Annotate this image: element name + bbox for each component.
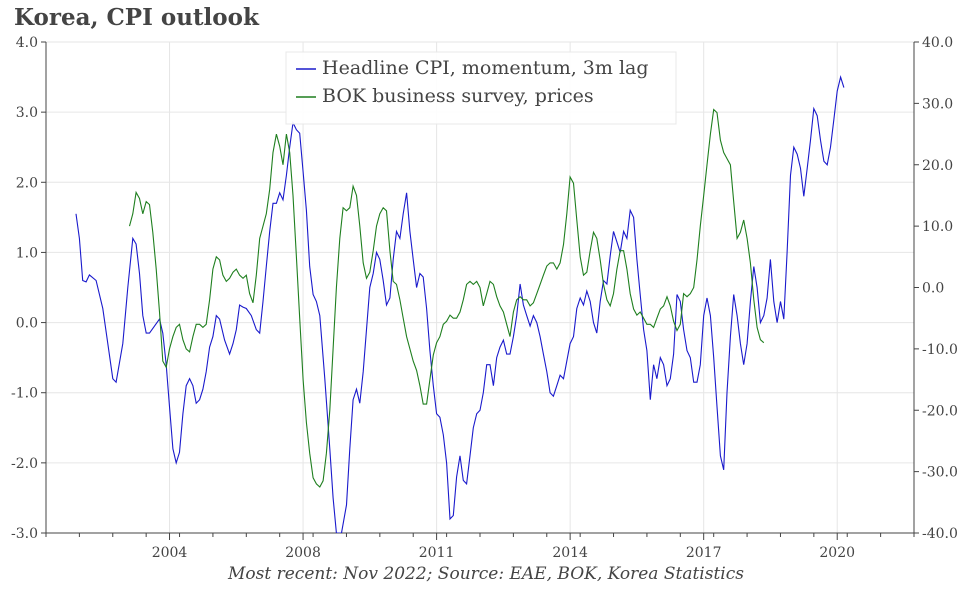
series-line-bok <box>128 108 765 488</box>
y-left-tick-label: -2.0 <box>11 456 38 472</box>
x-tick-label: 2004 <box>152 545 188 561</box>
x-tick-label: 2020 <box>819 545 855 561</box>
x-tick-label: 2011 <box>419 545 455 561</box>
grid-lines <box>46 41 914 534</box>
x-tick-label: 2014 <box>552 545 588 561</box>
y-right-tick-label: -40.0 <box>922 526 958 542</box>
y-right-tick-label: 0.0 <box>922 281 944 297</box>
y-left-tick-label: -1.0 <box>11 386 38 402</box>
legend: Headline CPI, momentum, 3m lag BOK busine… <box>285 51 677 125</box>
source-note: Most recent: Nov 2022; Source: EAE, BOK,… <box>228 564 744 584</box>
chart-title: Korea, CPI outlook <box>14 4 259 31</box>
y-left-tick-label: 1.0 <box>16 245 38 261</box>
series-line-headline <box>75 75 845 533</box>
x-tick-label: 2008 <box>285 545 321 561</box>
legend-label: Headline CPI, momentum, 3m lag <box>322 57 649 79</box>
y-right-tick-label: 20.0 <box>922 158 953 174</box>
legend-label: BOK business survey, prices <box>322 85 594 107</box>
y-left-tick-label: -3.0 <box>11 526 38 542</box>
legend-box <box>285 51 677 125</box>
y-right-tick-label: -10.0 <box>922 342 958 358</box>
axes: -3.0 -2.0 -1.0 0.0 1.0 2.0 3.0 4.0 -40.0 -30.0 -20… <box>11 35 958 561</box>
y-right-tick-label: 40.0 <box>922 35 953 51</box>
y-right-tick-label: -30.0 <box>922 465 958 481</box>
y-left-tick-label: 4.0 <box>16 35 38 51</box>
x-tick-label: 2017 <box>686 545 722 561</box>
y-right-tick-label: 30.0 <box>922 96 953 112</box>
y-right-tick-label: -20.0 <box>922 403 958 419</box>
y-left-tick-label: 3.0 <box>16 105 38 121</box>
y-left-tick-label: 0.0 <box>16 316 38 332</box>
y-left-tick-label: 2.0 <box>16 175 38 191</box>
y-right-tick-label: 10.0 <box>922 219 953 235</box>
